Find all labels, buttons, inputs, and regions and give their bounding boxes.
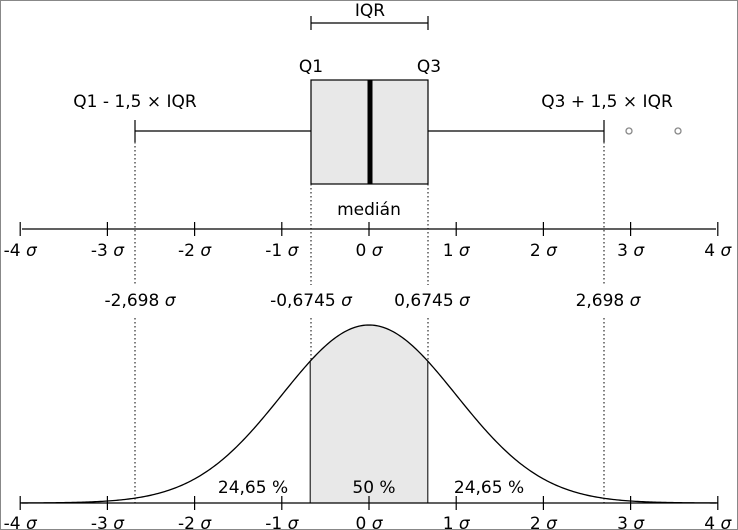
bottom-axis-tick-label: 4 σ — [704, 514, 732, 530]
bottom-axis-tick-label: -1 σ — [265, 514, 299, 530]
upper-whisker-label: Q3 + 1,5 × IQR — [541, 92, 673, 112]
left-tail-area-label: 24,65 % — [218, 478, 288, 498]
boxplot: IQR Q1 Q3 Q1 - 1,5 × IQR Q3 + 1,5 × IQR … — [73, 1, 682, 220]
normal-density: 24,65 % 50 % 24,65 % — [20, 324, 718, 504]
bottom-axis: -4 σ -3 σ -2 σ -1 σ 0 σ 1 σ 2 σ 3 σ 4 σ — [4, 496, 733, 530]
bottom-axis-tick-label: 0 σ — [355, 514, 383, 530]
top-axis-tick-label: 4 σ — [704, 241, 732, 261]
top-axis-tick-label: -4 σ — [4, 241, 38, 261]
top-axis-tick-label: 1 σ — [443, 241, 471, 261]
central-area-label: 50 % — [352, 478, 395, 498]
top-axis-tick-label: -3 σ — [91, 241, 125, 261]
bottom-axis-tick-label: -2 σ — [178, 514, 212, 530]
quantile-label-q1: -0,6745 σ — [270, 291, 353, 311]
top-axis-tick-label: 2 σ — [530, 241, 558, 261]
right-tail-area-label: 24,65 % — [454, 478, 524, 498]
quantile-label-lower-whisker: -2,698 σ — [105, 291, 177, 311]
bottom-axis-tick-label: -3 σ — [91, 514, 125, 530]
bottom-axis-tick-label: 1 σ — [443, 514, 471, 530]
top-axis-tick-label: 3 σ — [617, 241, 645, 261]
top-axis-tick-label: -1 σ — [265, 241, 299, 261]
lower-whisker-label: Q1 - 1,5 × IQR — [73, 92, 197, 112]
iqr-label: IQR — [355, 1, 385, 21]
top-axis-tick-label: -2 σ — [178, 241, 212, 261]
quantile-label-q3: 0,6745 σ — [394, 291, 471, 311]
bottom-axis-tick-label: -4 σ — [4, 514, 38, 530]
quantile-labels: -2,698 σ -0,6745 σ 0,6745 σ 2,698 σ — [105, 291, 642, 311]
guide-lines — [134, 142, 605, 503]
q3-label: Q3 — [417, 57, 441, 77]
q1-label: Q1 — [299, 57, 323, 77]
top-axis-tick-label: 0 σ — [355, 241, 383, 261]
median-label: medián — [337, 200, 401, 220]
quantile-label-upper-whisker: 2,698 σ — [576, 291, 642, 311]
normal-density-curve — [20, 324, 718, 504]
outlier-point — [625, 127, 633, 135]
outlier-point — [674, 127, 682, 135]
bottom-axis-tick-label: 2 σ — [530, 514, 558, 530]
central-50-percent-area — [310, 325, 428, 503]
bottom-axis-tick-label: 3 σ — [617, 514, 645, 530]
top-axis: -4 σ -3 σ -2 σ -1 σ 0 σ 1 σ 2 σ 3 σ 4 σ — [4, 222, 733, 261]
